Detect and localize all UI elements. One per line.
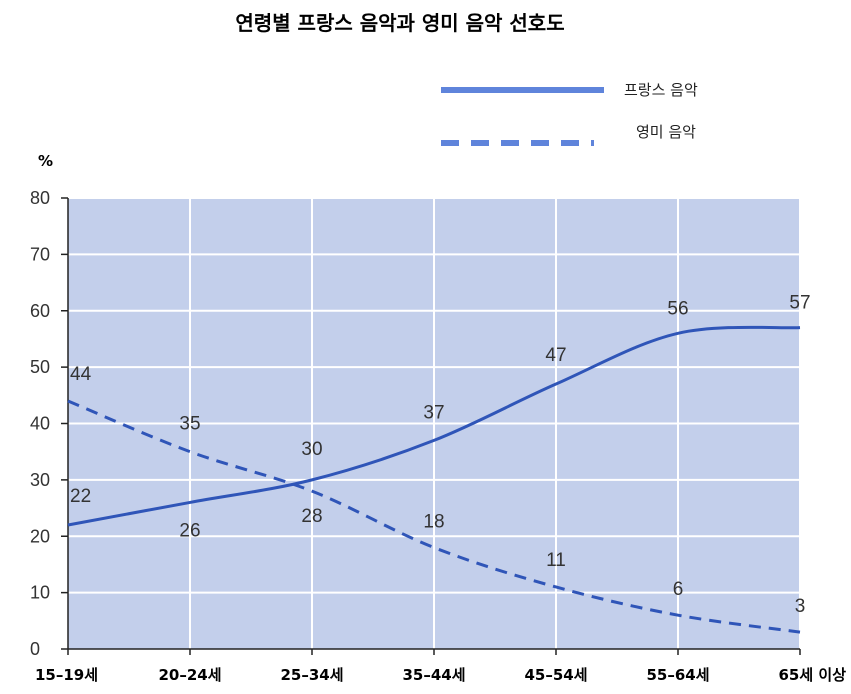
- data-label-french: 22: [70, 486, 91, 507]
- legend: 프랑스 음악 영미 음악: [441, 81, 698, 146]
- y-tick-label: 80: [30, 188, 50, 208]
- legend-label-french: 프랑스 음악: [624, 81, 698, 99]
- data-label-anglo: 44: [70, 364, 92, 385]
- data-label-anglo: 35: [179, 414, 200, 435]
- y-unit-label: %: [38, 152, 53, 170]
- y-tick-label: 30: [30, 470, 50, 490]
- y-tick-label: 10: [30, 583, 50, 603]
- data-label-french: 30: [301, 439, 322, 460]
- y-tick-label: 0: [30, 639, 40, 659]
- x-tick-label: 25–34세: [280, 666, 343, 684]
- x-tick-label: 55–64세: [646, 666, 709, 684]
- legend-label-anglo: 영미 음악: [636, 123, 696, 141]
- axes: [61, 197, 801, 655]
- x-tick-label: 45–54세: [524, 666, 587, 684]
- data-label-anglo: 28: [301, 506, 322, 527]
- data-label-french: 37: [423, 402, 444, 423]
- y-tick-label: 70: [30, 244, 50, 264]
- x-tick-label: 15–19세: [35, 666, 98, 684]
- x-tick-label: 20–24세: [158, 666, 221, 684]
- y-tick-label: 20: [30, 526, 50, 546]
- data-label-french: 26: [179, 520, 200, 541]
- x-tick-label: 35–44세: [402, 666, 465, 684]
- data-label-anglo: 6: [673, 579, 684, 600]
- y-tick-label: 50: [30, 357, 50, 377]
- gridlines: [68, 197, 801, 649]
- data-label-anglo: 11: [546, 550, 566, 571]
- data-label-anglo: 18: [423, 512, 444, 533]
- data-labels: 22 26 30 37 47 56 57 44 35 28 18 11 6 3: [70, 293, 811, 617]
- chart-title: 연령별 프랑스 음악과 영미 음악 선호도: [235, 11, 564, 35]
- data-label-french: 47: [545, 345, 566, 366]
- series: [67, 325, 801, 634]
- y-tick-label: 40: [30, 414, 50, 434]
- y-tick-label: 60: [30, 301, 50, 321]
- ticks: 0 10 20 30 40 50 60 70 80 15–19세 20–24세 25–34세 35–44…: [30, 188, 846, 684]
- data-label-french: 56: [667, 298, 688, 319]
- x-tick-label: 65세 이상: [779, 666, 847, 684]
- data-label-french: 57: [789, 293, 810, 314]
- data-label-anglo: 3: [795, 596, 806, 617]
